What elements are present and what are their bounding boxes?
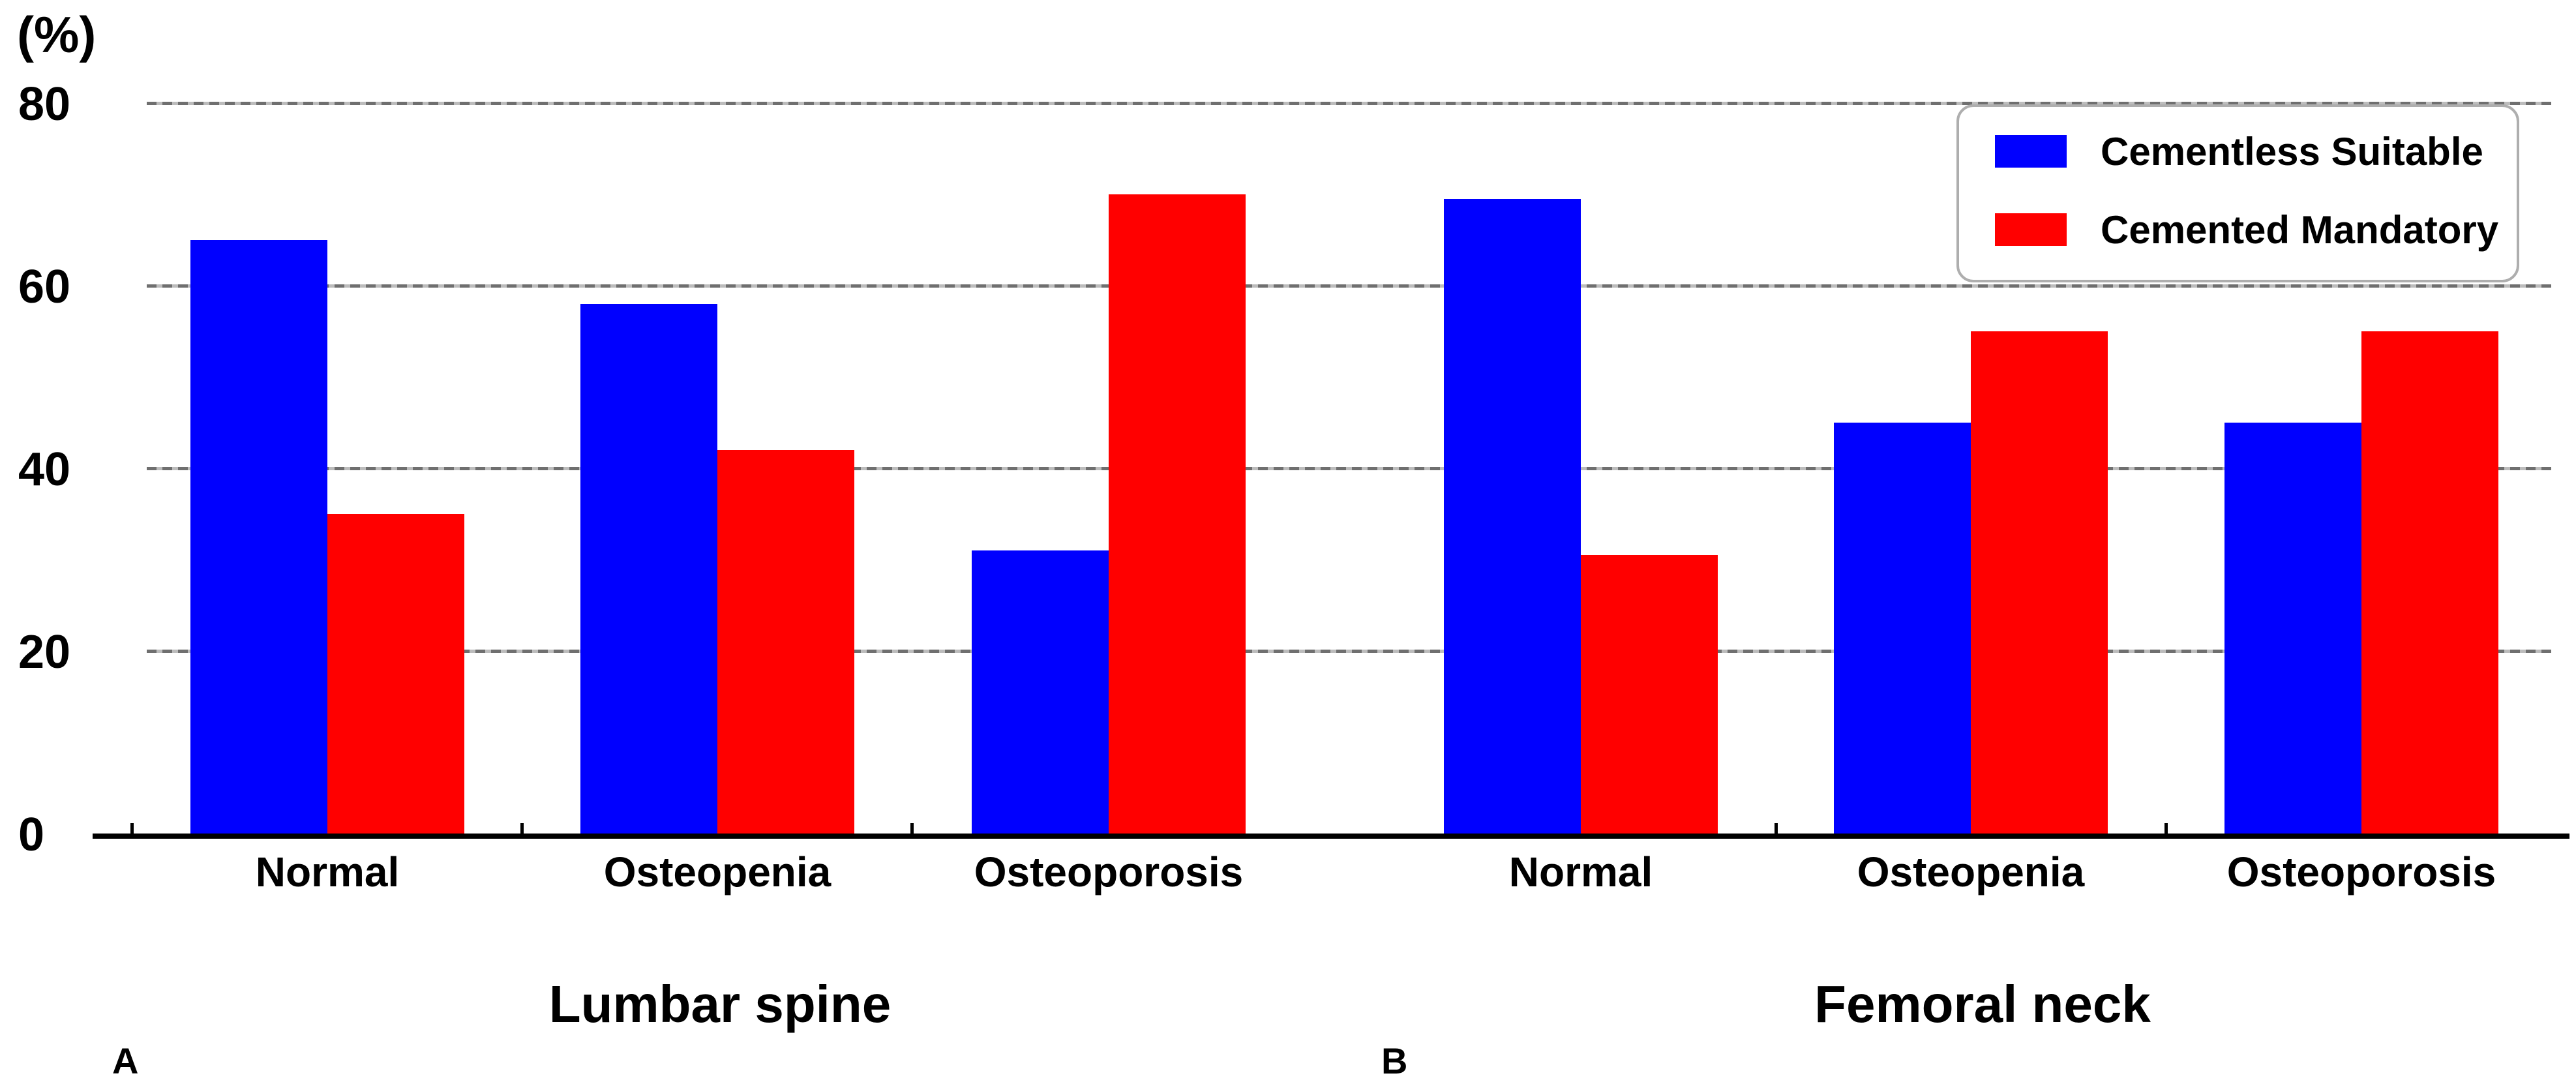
legend-row-cementless: Cementless Suitable: [1995, 130, 2517, 173]
panel-b-letter: B: [1381, 1040, 1408, 1081]
cemented-mandatory-swatch: [1995, 213, 2067, 246]
category-label-a-osteoporosis: Osteoporosis: [974, 849, 1244, 895]
bar-b-osteoporosis-cementless: [2224, 423, 2361, 834]
bar-b-normal-cementless: [1444, 199, 1581, 834]
legend-row-cemented: Cemented Mandatory: [1995, 208, 2517, 252]
x-axis-line: [93, 834, 2569, 839]
ytick-label-0: 0: [18, 809, 45, 861]
x-axis-tick-4: [2164, 823, 2168, 834]
gridline-80: [147, 102, 2551, 105]
bar-a-osteoporosis-cementless: [972, 550, 1109, 834]
ytick-label-60: 60: [18, 261, 71, 313]
bar-b-osteoporosis-cemented: [2361, 331, 2498, 834]
x-axis-tick-0: [130, 823, 134, 834]
ytick-label-40: 40: [18, 443, 71, 496]
category-label-b-osteoporosis: Osteoporosis: [2226, 849, 2496, 895]
ytick-label-80: 80: [18, 78, 71, 130]
x-axis-tick-1: [520, 823, 524, 834]
y-axis-unit-label: (%): [17, 6, 97, 63]
gridline-40: [147, 467, 2551, 470]
gridline-20: [147, 650, 2551, 653]
bar-a-osteopenia-cemented: [717, 450, 854, 834]
panel-a-letter: A: [112, 1040, 139, 1081]
bar-a-normal-cementless: [190, 240, 327, 834]
x-axis-tick-3: [1775, 823, 1778, 834]
bar-b-osteopenia-cementless: [1834, 423, 1971, 834]
bar-a-osteoporosis-cemented: [1109, 194, 1246, 834]
bar-a-normal-cemented: [327, 514, 464, 834]
category-label-b-osteopenia: Osteopenia: [1857, 849, 2085, 895]
legend-label-cemented: Cemented Mandatory: [2101, 207, 2499, 252]
legend: Cementless Suitable Cemented Mandatory: [1956, 104, 2519, 282]
cementless-suitable-swatch: [1995, 135, 2067, 168]
category-label-a-normal: Normal: [255, 849, 400, 895]
bar-a-osteopenia-cementless: [580, 304, 717, 834]
gridline-60: [147, 284, 2551, 288]
bar-b-osteopenia-cemented: [1971, 331, 2108, 834]
x-axis-tick-2: [910, 823, 914, 834]
legend-label-cementless: Cementless Suitable: [2101, 129, 2483, 173]
ytick-label-20: 20: [18, 626, 71, 678]
panel-a-title: Lumbar spine: [548, 975, 891, 1033]
panel-b-title: Femoral neck: [1814, 975, 2151, 1033]
category-label-b-normal: Normal: [1508, 849, 1653, 895]
bar-b-normal-cemented: [1581, 555, 1718, 834]
category-label-a-osteopenia: Osteopenia: [603, 849, 831, 895]
